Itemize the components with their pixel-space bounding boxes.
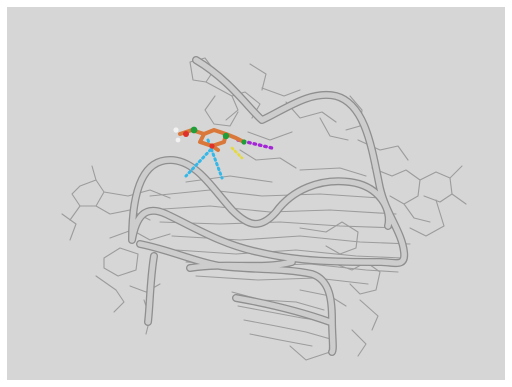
oxygen-atom bbox=[183, 131, 189, 137]
nitrogen-atom bbox=[222, 132, 230, 140]
hydrogen-bond-line bbox=[184, 144, 216, 178]
hydrogen-atom bbox=[175, 137, 181, 143]
ligand-molecule[interactable] bbox=[173, 126, 247, 152]
contact-line bbox=[230, 146, 244, 160]
oxygen-atom bbox=[209, 143, 215, 149]
nitrogen-atom bbox=[190, 126, 198, 134]
hydrogen-atom bbox=[173, 127, 179, 133]
nitrogen-atom bbox=[241, 139, 247, 145]
viewer-canvas[interactable] bbox=[7, 7, 505, 380]
rna-backbone-ribbon bbox=[128, 56, 409, 356]
